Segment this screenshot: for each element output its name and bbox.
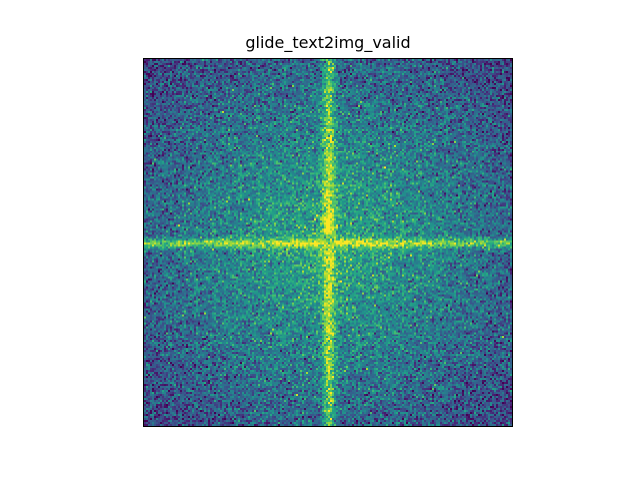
chart-title: glide_text2img_valid	[245, 33, 411, 52]
heatmap-image	[144, 59, 512, 426]
heatmap-axes	[143, 58, 513, 427]
